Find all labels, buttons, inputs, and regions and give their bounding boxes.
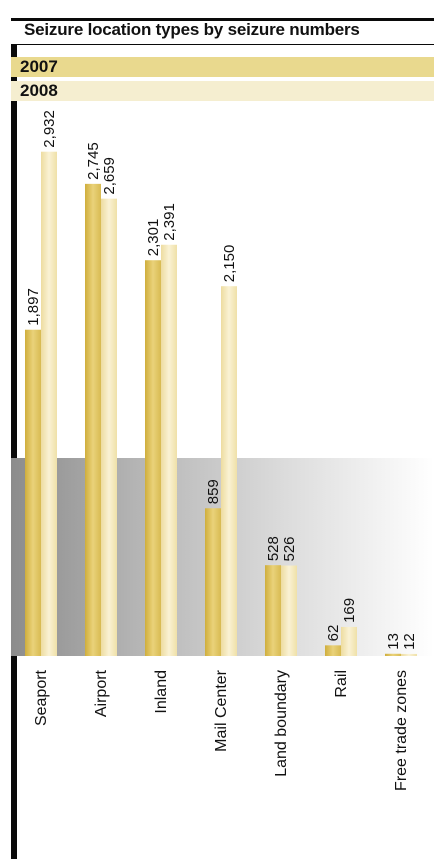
value-label-inland-2007: 2,301 [145,219,162,257]
value-label-seaport-2008: 2,932 [41,110,58,148]
value-label-land-boundary-2008: 526 [281,536,298,561]
category-label-inland: Inland [153,670,170,714]
bar-airport-2007 [85,183,101,657]
title-box [11,18,434,45]
value-label-rail-2008: 169 [341,598,358,623]
chart-title: Seizure location types by seizure number… [24,20,360,39]
bar-inland-2007 [145,260,161,656]
value-label-free-trade-zones-2007: 13 [385,633,402,650]
category-label-rail: Rail [333,670,350,698]
value-label-seaport-2007: 1,897 [25,288,42,326]
bar-free-trade-zones-2007 [385,653,401,656]
bar-rail-2007 [325,645,341,656]
category-label-land-boundary: Land boundary [273,670,290,777]
bar-land-boundary-2008 [281,565,297,656]
bar-inland-2008 [161,244,177,657]
value-label-land-boundary-2007: 528 [265,536,282,561]
left-rule [11,18,17,859]
legend-label-2007: 2007 [20,57,58,76]
value-label-free-trade-zones-2008: 12 [401,633,418,650]
bar-free-trade-zones-2008 [401,653,417,656]
bar-rail-2008 [341,626,357,656]
legend-label-2008: 2008 [20,81,58,100]
bar-mail-center-2008 [221,286,237,656]
bar-airport-2008 [101,198,117,657]
legend-2008: 2008 [11,81,434,101]
value-label-airport-2007: 2,745 [85,142,102,180]
category-label-free-trade-zones: Free trade zones [393,670,410,791]
category-label-mail-center: Mail Center [213,669,230,751]
value-label-rail-2007: 62 [325,625,342,642]
value-label-mail-center-2008: 2,150 [221,245,238,283]
legend-2007: 2007 [11,57,434,77]
bar-seaport-2008 [41,151,57,657]
value-label-inland-2008: 2,391 [161,203,178,241]
value-label-mail-center-2007: 859 [205,479,222,504]
bar-seaport-2007 [25,329,41,656]
bar-mail-center-2007 [205,508,221,656]
category-label-airport: Airport [93,669,110,717]
bar-land-boundary-2007 [265,565,281,656]
value-label-airport-2008: 2,659 [101,157,118,195]
category-label-seaport: Seaport [33,669,50,726]
